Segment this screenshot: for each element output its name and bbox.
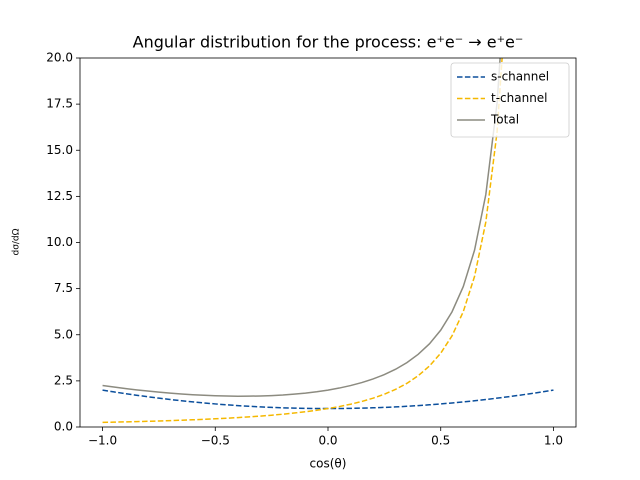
y-tick-label: 5.0: [54, 327, 73, 341]
y-tick-label: 7.5: [54, 281, 73, 295]
y-tick-label: 2.5: [54, 373, 73, 387]
y-tick-label: 17.5: [46, 97, 73, 111]
y-tick-label: 20.0: [46, 51, 73, 65]
legend-label: Total: [490, 113, 519, 127]
axes-frame: [79, 57, 577, 428]
y-tick-label: 15.0: [46, 143, 73, 157]
plot-area: [102, 58, 554, 424]
legend-box: [450, 62, 570, 138]
chart-title: Angular distribution for the process: e⁺…: [133, 33, 524, 52]
x-axis-label: cos(θ): [310, 457, 347, 471]
y-tick-label: 10.0: [46, 235, 73, 249]
x-tick-label: 1.0: [544, 434, 563, 448]
x-tick-label: 0.0: [318, 434, 337, 448]
series-line: [102, 58, 501, 397]
x-tick-label: −1.0: [88, 434, 117, 448]
y-axis-label: dσ/dΩ: [12, 228, 22, 255]
x-tick-label: 0.5: [431, 434, 450, 448]
series-line: [102, 58, 503, 424]
y-tick-label: 12.5: [46, 189, 73, 203]
legend-label: t-channel: [491, 91, 548, 105]
legend-label: s-channel: [491, 70, 549, 84]
y-tick-label: 0.0: [54, 420, 73, 434]
x-tick-label: −0.5: [201, 434, 230, 448]
